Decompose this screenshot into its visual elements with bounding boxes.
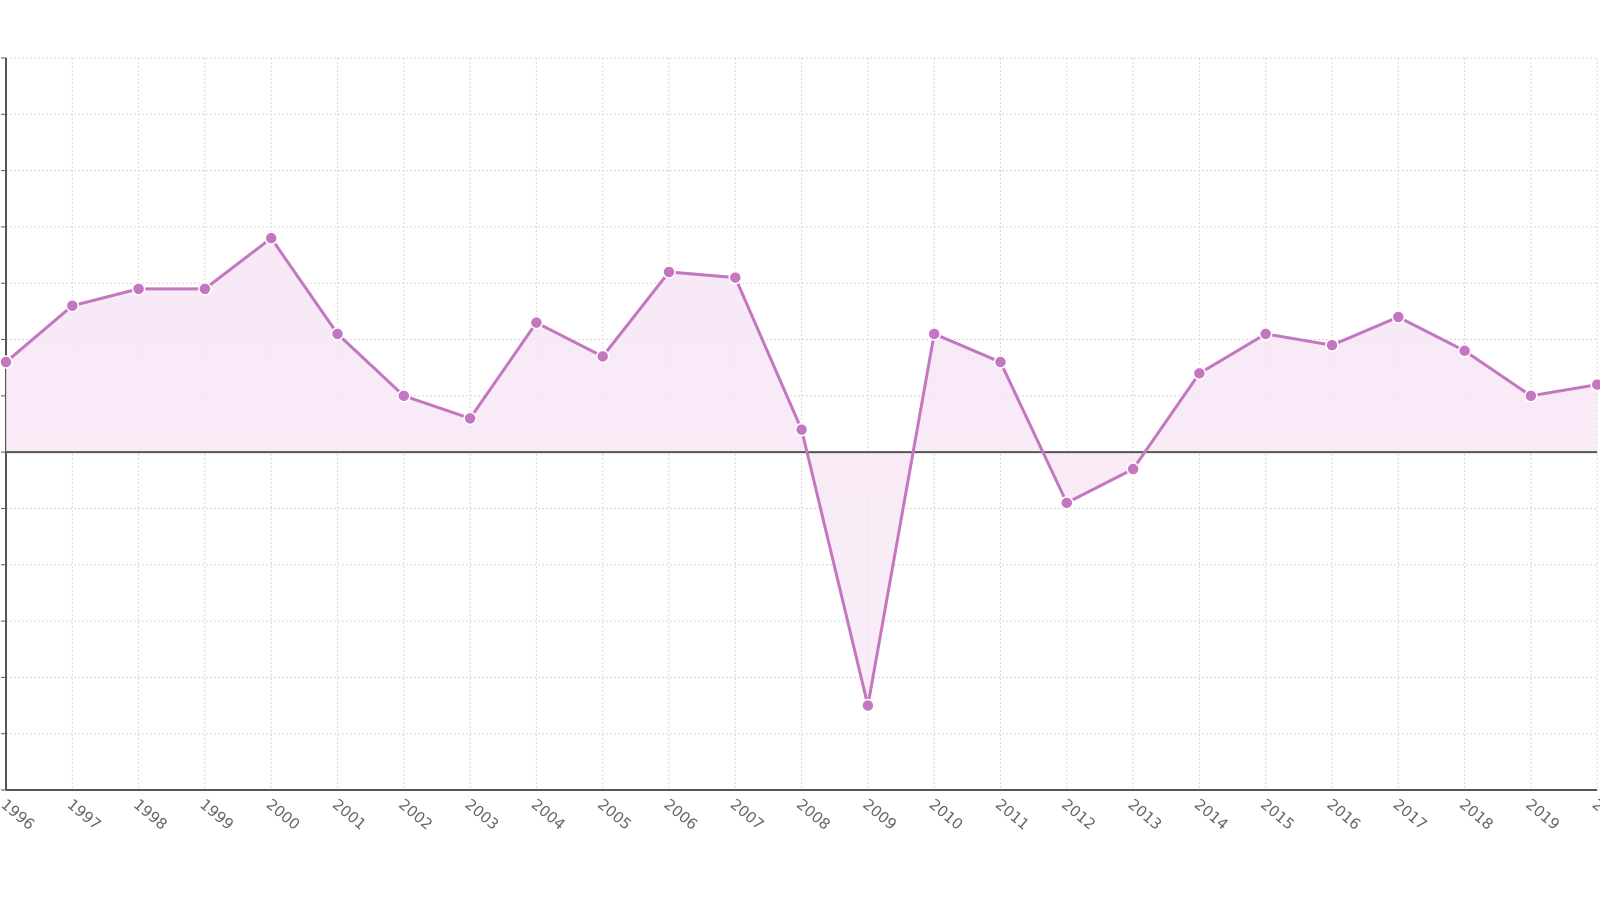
point [794, 422, 809, 437]
point [131, 282, 146, 296]
x-tick-label: 2018 [1456, 795, 1497, 833]
x-tick-label: 2019 [1522, 795, 1563, 833]
point [463, 411, 477, 426]
point [1192, 366, 1207, 381]
x-tick-label: 1998 [130, 795, 171, 833]
x-tick-label: 2017 [1390, 795, 1431, 833]
x-tick-label: 2006 [660, 795, 701, 833]
point [65, 299, 80, 313]
point [529, 315, 544, 330]
point [595, 349, 610, 364]
point [1060, 496, 1074, 510]
point [728, 270, 743, 285]
x-tick-label: 1997 [64, 795, 105, 833]
x-tick-label: 2003 [462, 795, 503, 833]
point [264, 231, 278, 245]
x-tick-label: 2011 [992, 795, 1033, 833]
point [198, 282, 212, 296]
point [993, 355, 1008, 369]
x-tick-label: 2014 [1191, 795, 1232, 833]
x-tick-label: 2000 [263, 795, 304, 833]
x-tick-label: 2007 [727, 795, 768, 833]
x-tick-label: 2010 [926, 795, 967, 833]
point [1126, 462, 1140, 476]
point [1391, 310, 1406, 324]
point [662, 265, 676, 279]
point [1524, 389, 1538, 403]
x-tick-label: 2016 [1323, 795, 1364, 833]
x-tick-label: 2008 [793, 795, 834, 833]
point [861, 698, 875, 713]
x-tick-label: 2020 [1589, 795, 1600, 833]
x-tick-label: 2005 [594, 795, 635, 833]
x-tick-label: 1996 [0, 795, 38, 833]
point [1457, 344, 1472, 358]
point [0, 355, 13, 369]
point [330, 327, 345, 341]
x-tick-label: 2004 [528, 795, 569, 833]
point [397, 389, 411, 403]
point [1590, 377, 1600, 392]
x-tick-label: 2013 [1125, 795, 1166, 833]
x-tick-label: 2009 [859, 795, 900, 833]
point [927, 327, 941, 341]
x-tick-label: 2002 [395, 795, 436, 833]
x-tick-label: 1999 [196, 795, 237, 833]
x-tick-label: 2012 [1058, 795, 1099, 833]
x-tick-label: 2001 [329, 795, 370, 833]
x-tick-label: 2015 [1257, 795, 1298, 833]
point [1325, 338, 1339, 352]
point [1258, 327, 1273, 341]
